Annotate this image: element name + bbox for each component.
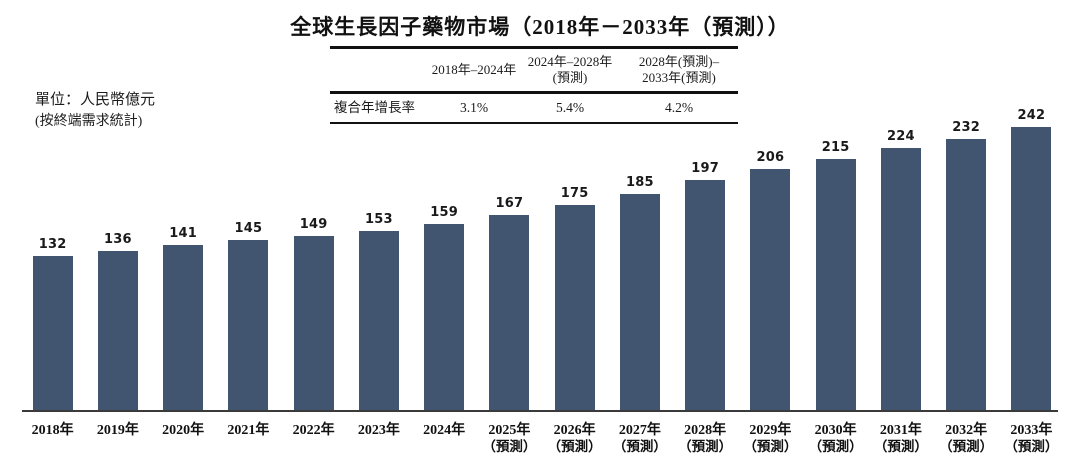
bar (32, 256, 73, 410)
x-axis-label: 2033年 （預測） (1004, 423, 1059, 455)
cagr-row-label: 複合年增長率 (334, 99, 415, 115)
bar (685, 180, 726, 410)
x-axis-label: 2026年 （預測） (547, 423, 602, 455)
cagr-header-period-3: 2028年(預測)– 2033年(預測) (638, 54, 720, 86)
bar-value-label: 132 (38, 237, 67, 252)
bar-group-2019年: 136 (85, 232, 150, 410)
cagr-value-1: 3.1% (459, 99, 489, 115)
cagr-table: 2018年–2024年 2024年–2028年 (預測) 2028年(預測)– … (330, 46, 738, 125)
bar (619, 194, 660, 410)
bar-group-2020年: 141 (151, 226, 216, 410)
bar-value-label: 232 (952, 120, 980, 135)
x-axis-label: 2018年 (31, 423, 74, 438)
x-axis-label: 2027年 （預測） (612, 423, 667, 455)
bar-group-2024年: 159 (412, 205, 477, 410)
bar-value-label: 167 (495, 196, 524, 211)
bar-value-label: 185 (626, 175, 654, 190)
bar-value-label: 242 (1017, 108, 1046, 123)
bar (946, 139, 987, 410)
bar-group-2027年: 185 (607, 175, 672, 410)
bar (750, 169, 791, 410)
bar (228, 240, 269, 410)
bar (1011, 127, 1052, 410)
bar (358, 231, 399, 410)
x-axis-labels-row: 2018年 2019年 2020年 2021年 2022年 2023年 2024年 2025年… (20, 415, 1064, 456)
bar-value-label: 136 (104, 232, 132, 247)
bar-group-2030年: 215 (803, 140, 868, 410)
cagr-table-header-row: 2018年–2024年 2024年–2028年 (預測) 2028年(預測)– … (330, 49, 738, 94)
bar (880, 148, 921, 410)
bar-value-label: 197 (691, 161, 719, 176)
x-axis-label: 2023年 (357, 423, 400, 438)
bar-group-2028年: 197 (673, 161, 738, 410)
cagr-table-data-row: 複合年增長率 3.1% 5.4% 4.2% (330, 94, 738, 123)
x-axis-label: 2020年 (162, 423, 205, 438)
cagr-value-3: 4.2% (664, 99, 694, 115)
unit-note-line1: 單位：人民幣億元 (35, 92, 156, 108)
x-axis-label: 2019年 (96, 423, 139, 438)
bar-value-label: 206 (756, 150, 785, 165)
cagr-header-period-2: 2024年–2028年 (預測) (527, 54, 613, 86)
bar-group-2023年: 153 (346, 212, 411, 410)
bar-group-2025年: 167 (477, 196, 542, 410)
bar-group-2032年: 232 (934, 120, 999, 410)
bar-value-label: 159 (430, 205, 458, 220)
x-axis-label: 2029年 （預測） (743, 423, 798, 455)
cagr-header-period-1: 2018年–2024年 (431, 62, 517, 78)
cagr-header-empty-cell (330, 54, 428, 87)
bar-group-2033年: 242 (999, 108, 1064, 410)
x-axis-label: 2031年 （預測） (873, 423, 928, 455)
x-axis-line (22, 410, 1058, 412)
bar (97, 251, 138, 410)
x-axis-label: 2024年 (423, 423, 466, 438)
bar (815, 159, 856, 410)
bar-value-label: 153 (365, 212, 393, 227)
bar-value-label: 141 (169, 226, 197, 241)
x-axis-label: 2028年 （預測） (678, 423, 733, 455)
x-axis-label: 2032年 （預測） (939, 423, 994, 455)
bar-value-label: 224 (887, 129, 915, 144)
bars-row: 132 136 141 145 149 153 159 167 175 185 197 206 215 2… (20, 105, 1064, 410)
unit-note: 單位：人民幣億元 (按終端需求統計) (35, 90, 155, 132)
x-axis-label: 2030年 （預測） (808, 423, 863, 455)
bar-value-label: 149 (299, 217, 328, 232)
bar-value-label: 175 (560, 186, 589, 201)
x-axis-label: 2022年 (292, 423, 335, 438)
bar-group-2029年: 206 (738, 150, 803, 410)
page-title: 全球生長因子藥物市場（2018年－2033年（預測）） (290, 15, 790, 39)
bar (293, 236, 334, 410)
bar (163, 245, 204, 410)
bar-value-label: 145 (234, 221, 263, 236)
bar (489, 215, 530, 410)
x-axis-label: 2025年 （預測） (482, 423, 537, 455)
bar-value-label: 215 (821, 140, 850, 155)
bar-chart: 132 136 141 145 149 153 159 167 175 185 197 206 215 2… (20, 105, 1064, 460)
unit-note-line2: (按終端需求統計) (35, 113, 143, 129)
bar-group-2018年: 132 (20, 237, 85, 410)
bar-group-2022年: 149 (281, 217, 346, 410)
bar-group-2026年: 175 (542, 186, 607, 410)
bar (424, 224, 465, 410)
bar-group-2031年: 224 (868, 129, 933, 410)
bar-group-2021年: 145 (216, 221, 281, 410)
x-axis-label: 2021年 (227, 423, 270, 438)
cagr-value-2: 5.4% (555, 99, 585, 115)
bar (554, 205, 595, 410)
